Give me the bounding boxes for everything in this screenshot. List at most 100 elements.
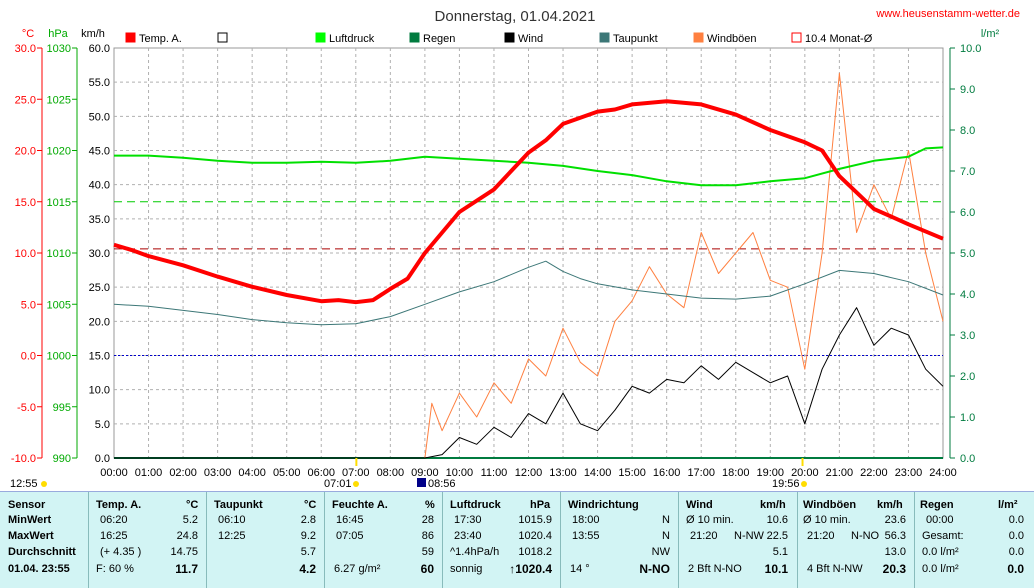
- hour-tick: 24:00: [929, 467, 957, 479]
- rain-tick: 2.0: [960, 371, 975, 383]
- hour-tick: 12:00: [515, 467, 543, 479]
- cell: 0.0: [1008, 546, 1024, 558]
- rain-tick: 3.0: [960, 330, 975, 342]
- legend-label: Temp. A.: [139, 33, 182, 45]
- kmh-tick: 45.0: [89, 146, 110, 158]
- legend-label: Taupunkt: [613, 33, 658, 45]
- legend-swatch: [125, 32, 136, 43]
- temp-tick: 10.0: [15, 248, 36, 260]
- hdr-sensor: Sensor: [8, 499, 46, 511]
- rain-tick: 1.0: [960, 412, 975, 424]
- cell: ↑1020.4: [509, 562, 552, 576]
- hpa-tick: 1025: [47, 94, 71, 106]
- hdr-feuchte: Feuchte A.: [332, 499, 388, 511]
- temp-tick: 5.0: [21, 299, 36, 311]
- hdr-regen-unit: l/m²: [998, 499, 1018, 511]
- kmh-tick: 30.0: [89, 248, 110, 260]
- cell: 0.0 l/m²: [922, 563, 959, 575]
- kmh-tick: 35.0: [89, 214, 110, 226]
- cell: N-NO: [639, 562, 670, 576]
- rain-tick: 7.0: [960, 166, 975, 178]
- row-label: Durchschnitt: [8, 546, 76, 558]
- cell: 06:20: [100, 514, 128, 526]
- cell: 21:20: [690, 530, 718, 542]
- kmh-tick: 60.0: [89, 43, 110, 55]
- hour-tick: 11:00: [481, 467, 508, 479]
- cell: 0.0: [1007, 562, 1024, 576]
- hour-tick: 06:00: [307, 467, 335, 479]
- hpa-tick: 1005: [47, 299, 71, 311]
- cell: 2 Bft N-NO: [688, 563, 742, 575]
- cell: 21:20: [807, 530, 835, 542]
- cell: N: [662, 514, 670, 526]
- hpa-tick: 1030: [47, 43, 71, 55]
- sunset-time: 19:56: [772, 478, 800, 490]
- legend-label: Luftdruck: [329, 33, 375, 45]
- hour-tick: 19:00: [757, 467, 785, 479]
- rain-tick: 4.0: [960, 289, 975, 301]
- cell: N: [662, 530, 670, 542]
- hour-tick: 15:00: [618, 467, 646, 479]
- temp-tick: 15.0: [15, 197, 36, 209]
- legend: Temp. A. Luftdruck Regen Wind Taupunkt Windbö…: [125, 32, 873, 45]
- cell: Ø 10 min.: [686, 514, 734, 526]
- cell: 86: [421, 530, 434, 542]
- cell: F: 60 %: [96, 563, 134, 575]
- cell: NW: [651, 546, 670, 558]
- cell: 22.5: [766, 530, 788, 542]
- kmh-tick: 25.0: [89, 282, 110, 294]
- hour-tick: 03:00: [204, 467, 232, 479]
- cell: 4 Bft N-NW: [807, 563, 863, 575]
- cell: 0.0: [1008, 530, 1024, 542]
- hpa-tick: 990: [53, 453, 71, 465]
- cell: 23:40: [454, 530, 482, 542]
- hour-tick: 02:00: [169, 467, 197, 479]
- hdr-temp: Temp. A.: [96, 499, 142, 511]
- hdr-boeen: Windböen: [803, 499, 857, 511]
- cell: ^1.4hPa/h: [450, 546, 500, 558]
- hour-tick: 17:00: [687, 467, 715, 479]
- row-label: 01.04. 23:55: [8, 563, 70, 575]
- hour-tick: 07:00: [342, 467, 370, 479]
- hdr-richtung: Windrichtung: [568, 499, 639, 511]
- cell: 23.6: [884, 514, 906, 526]
- cell: 20.3: [882, 562, 906, 576]
- cell: 00:00: [926, 514, 954, 526]
- cell: 0.0 l/m²: [922, 546, 959, 558]
- weather-chart: Donnerstag, 01.04.2021 www.heusenstamm-w…: [10, 8, 1020, 490]
- hour-tick: 10:00: [446, 467, 474, 479]
- rain-tick: 5.0: [960, 248, 975, 260]
- cell: 5.2: [182, 514, 198, 526]
- cell: 4.2: [299, 562, 316, 576]
- cell: 17:30: [454, 514, 482, 526]
- hpa-tick: 1020: [47, 146, 71, 158]
- cell: N-NW: [734, 530, 764, 542]
- time-markers: 12:55 07:01 08:56 19:56: [10, 458, 807, 490]
- legend-swatch: [693, 32, 704, 43]
- cell: 13.0: [884, 546, 906, 558]
- hdr-regen: Regen: [920, 499, 954, 511]
- site-link[interactable]: www.heusenstamm-wetter.de: [875, 8, 1020, 20]
- unit-hpa: hPa: [48, 28, 68, 40]
- temp-tick: -10.0: [11, 453, 36, 465]
- temp-tick: 0.0: [21, 351, 36, 363]
- cell: 06:10: [218, 514, 246, 526]
- temp-tick: 30.0: [15, 43, 36, 55]
- hpa-tick: 1010: [47, 248, 71, 260]
- legend-swatch: [599, 32, 610, 43]
- hour-tick: 09:00: [411, 467, 439, 479]
- cell: 16:45: [336, 514, 364, 526]
- cell: 0.0: [1008, 514, 1024, 526]
- legend-swatch: [315, 32, 326, 43]
- cell: 60: [420, 562, 434, 576]
- kmh-tick: 50.0: [89, 111, 110, 123]
- cell: 16:25: [100, 530, 128, 542]
- hpa-tick: 1015: [47, 197, 71, 209]
- legend-label: Regen: [423, 33, 455, 45]
- rain-tick: 9.0: [960, 84, 975, 96]
- temp-tick: 25.0: [15, 94, 36, 106]
- series-layer: [113, 72, 944, 459]
- cell: 24.8: [176, 530, 198, 542]
- cell: 2.8: [300, 514, 316, 526]
- sun-icon: [41, 481, 47, 487]
